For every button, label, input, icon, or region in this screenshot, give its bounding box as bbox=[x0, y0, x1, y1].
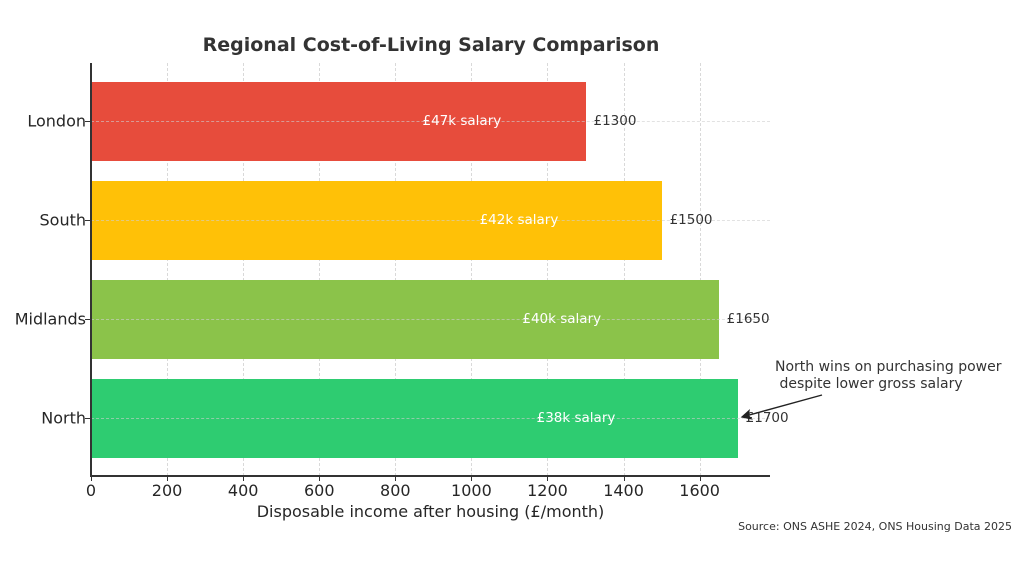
y-tick-label: Midlands bbox=[14, 309, 86, 329]
x-axis-line bbox=[90, 475, 770, 477]
x-tick bbox=[243, 476, 245, 481]
bar-value-label: £1700 bbox=[745, 410, 789, 426]
x-tick-label: 800 bbox=[380, 481, 411, 500]
x-tick bbox=[91, 476, 92, 481]
vertical-gridline bbox=[167, 63, 169, 476]
y-axis-line bbox=[90, 63, 92, 477]
x-tick bbox=[395, 476, 397, 481]
y-tick-label: North bbox=[41, 408, 86, 428]
x-tick bbox=[167, 476, 169, 481]
y-tick bbox=[85, 121, 90, 122]
horizontal-gridline bbox=[91, 121, 770, 122]
vertical-gridline bbox=[395, 63, 397, 476]
x-tick-label: 0 bbox=[85, 481, 97, 500]
y-tick-label: South bbox=[39, 210, 87, 230]
x-tick-label: 1200 bbox=[527, 481, 568, 500]
vertical-gridline bbox=[243, 63, 245, 476]
plot-area: £47k salary £1300 £42k salary £1500 £40k sal… bbox=[91, 63, 789, 476]
horizontal-gridline bbox=[91, 319, 770, 320]
horizontal-gridline bbox=[91, 220, 770, 221]
bar-value-label: £1650 bbox=[726, 311, 770, 327]
x-tick-label: 200 bbox=[151, 481, 183, 500]
y-tick bbox=[85, 418, 90, 419]
y-tick bbox=[85, 319, 90, 320]
x-tick-label: 1000 bbox=[451, 481, 492, 500]
horizontal-gridline bbox=[91, 418, 770, 419]
y-tick bbox=[85, 220, 90, 221]
bar-salary-label: £47k salary bbox=[422, 113, 502, 129]
x-tick bbox=[623, 476, 625, 481]
bar-salary-label: £38k salary bbox=[536, 410, 616, 426]
vertical-gridline bbox=[471, 63, 473, 476]
y-tick-label: London bbox=[27, 111, 86, 131]
x-tick-label: 1600 bbox=[679, 481, 720, 500]
x-tick-label: 600 bbox=[303, 481, 335, 500]
vertical-gridline bbox=[623, 63, 625, 476]
chart-title: Regional Cost-of-Living Salary Compariso… bbox=[202, 34, 660, 56]
annotation-text: North wins on purchasing power despite l… bbox=[775, 359, 1002, 392]
x-tick bbox=[699, 476, 701, 481]
bar-value-label: £1500 bbox=[669, 212, 713, 228]
x-tick-label: 1400 bbox=[603, 481, 644, 500]
x-tick bbox=[319, 476, 321, 481]
source-note: Source: ONS ASHE 2024, ONS Housing Data … bbox=[738, 520, 1012, 533]
vertical-gridline bbox=[699, 63, 701, 476]
vertical-gridline bbox=[547, 63, 549, 476]
vertical-gridline bbox=[319, 63, 321, 476]
x-tick bbox=[471, 476, 473, 481]
bar-salary-label: £40k salary bbox=[522, 311, 602, 327]
x-tick-label: 400 bbox=[227, 481, 259, 500]
bar-value-label: £1300 bbox=[593, 113, 637, 129]
vertical-gridline bbox=[91, 63, 92, 476]
x-axis-label: Disposable income after housing (£/month… bbox=[256, 502, 605, 521]
x-tick bbox=[547, 476, 549, 481]
bar-salary-label: £42k salary bbox=[479, 212, 559, 228]
